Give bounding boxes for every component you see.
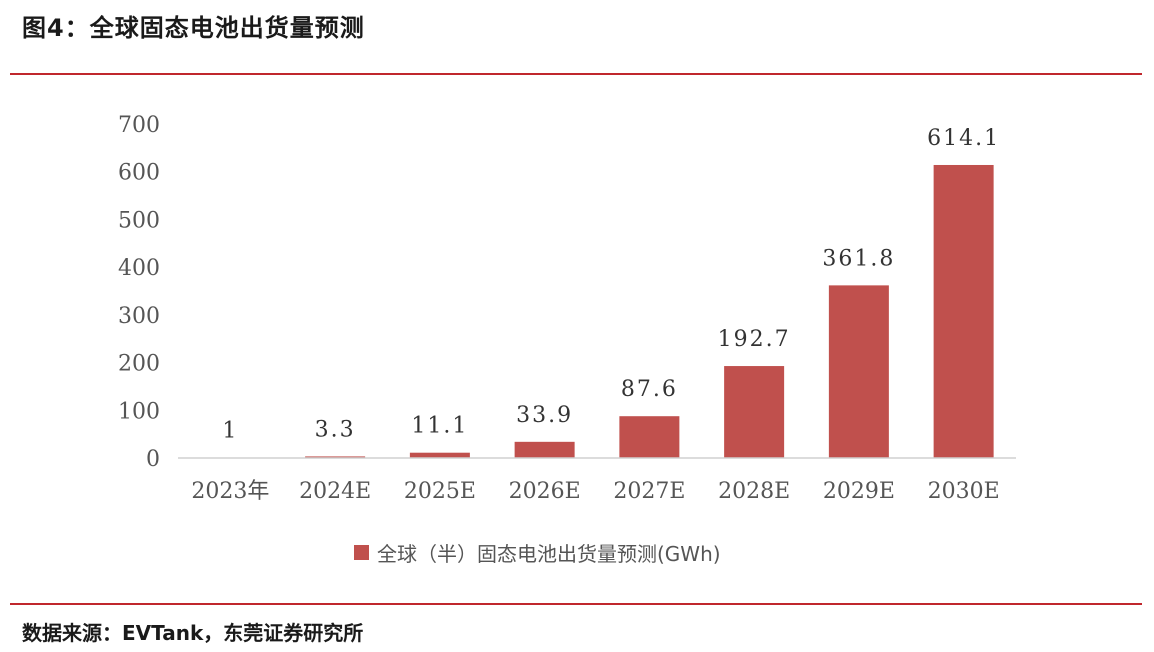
- bar: [724, 366, 785, 458]
- y-tick-label: 200: [118, 352, 160, 377]
- chart-title: 图4：全球固态电池出货量预测: [22, 14, 365, 42]
- source-note: 数据来源：EVTank，东莞证券研究所: [22, 621, 364, 645]
- data-label: 192.7: [718, 327, 791, 352]
- y-tick-label: 600: [118, 161, 160, 186]
- data-label: 11.1: [411, 414, 468, 439]
- bar: [305, 456, 366, 458]
- x-tick-label: 2025E: [404, 479, 476, 504]
- data-label: 33.9: [516, 403, 573, 428]
- y-tick-label: 300: [118, 304, 160, 329]
- x-tick-label: 2030E: [928, 479, 1000, 504]
- y-axis-ticks: 0 100 200 300 400 500 600 700: [118, 113, 160, 472]
- x-tick-label: 2023年: [191, 479, 269, 504]
- bar: [409, 452, 470, 458]
- x-axis-ticks: 2023年 2024E 2025E 2026E 2027E 2028E 2029E 2030E: [191, 479, 999, 504]
- x-tick-label: 2026E: [509, 479, 581, 504]
- data-label: 3.3: [315, 417, 356, 442]
- bottom-divider: [10, 603, 1142, 605]
- top-divider: [10, 73, 1142, 75]
- legend-swatch: [354, 545, 369, 560]
- x-tick-label: 2029E: [823, 479, 895, 504]
- data-label: 1: [222, 419, 238, 444]
- legend-label: 全球（半）固态电池出货量预测(GWh): [377, 542, 721, 566]
- data-label: 87.6: [621, 377, 678, 402]
- x-tick-label: 2024E: [299, 479, 371, 504]
- y-tick-label: 500: [118, 208, 160, 233]
- x-tick-label: 2027E: [613, 479, 685, 504]
- data-labels: 1 3.3 11.1 33.9 87.6 192.7 361.8 614.1: [222, 126, 1000, 444]
- data-label: 614.1: [927, 126, 1000, 151]
- bar: [828, 285, 889, 458]
- x-tick-label: 2028E: [718, 479, 790, 504]
- legend: 全球（半）固态电池出货量预测(GWh): [354, 538, 721, 567]
- bars: [200, 164, 994, 458]
- data-label: 361.8: [822, 246, 895, 271]
- bar: [933, 164, 994, 458]
- y-tick-label: 100: [118, 399, 160, 424]
- bar: [514, 441, 575, 458]
- y-tick-label: 0: [146, 447, 160, 472]
- y-tick-label: 400: [118, 256, 160, 281]
- y-tick-label: 700: [118, 113, 160, 138]
- bar: [619, 416, 680, 458]
